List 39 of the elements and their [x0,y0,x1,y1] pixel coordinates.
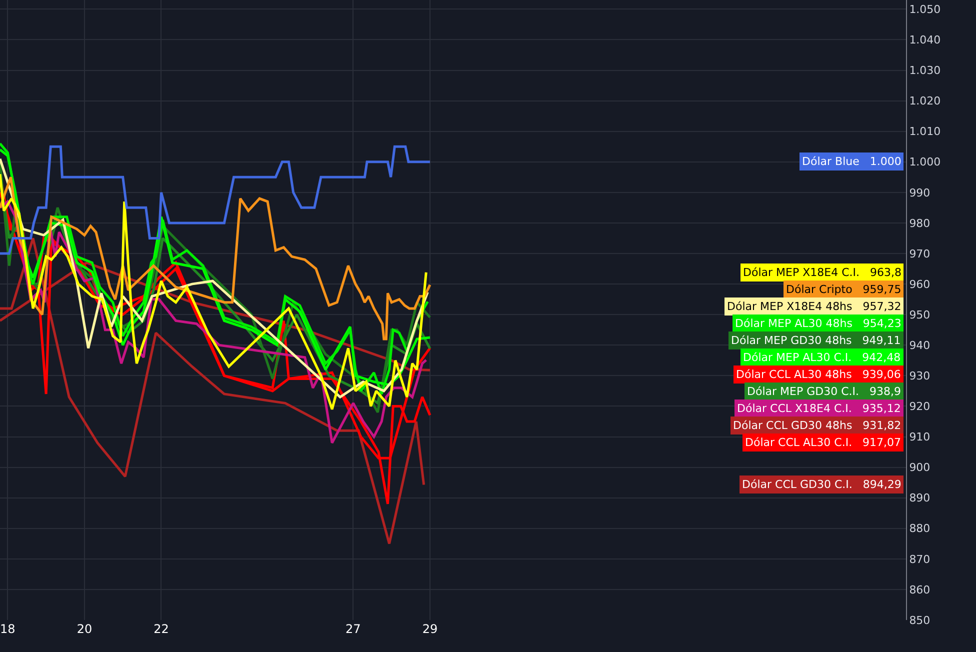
x-tick-label: 22 [154,622,169,636]
y-tick-label: 870 [909,552,930,566]
text: Dólar MEP AL30 C.I. 942,48 [743,351,901,364]
text: Dólar MEP GD30 48hs 949,11 [731,334,901,347]
text: Dólar CCL AL30 48hs 939,06 [736,368,901,381]
y-tick-label: 950 [909,308,930,322]
text: Dólar MEP X18E4 48hs 957,32 [727,300,902,313]
y-tick-label: 980 [909,216,930,230]
text: Dólar CCL GD30 48hs 931,82 [733,419,902,432]
y-tick-label: 880 [909,522,930,536]
y-tick-label: 1.040 [909,34,941,47]
text: Dólar CCL AL30 C.I. 917,07 [745,436,902,449]
y-tick-label: 940 [909,338,930,352]
y-tick-label: 1.050 [909,3,941,16]
text: Dólar Cripto 959,75 [786,283,902,296]
y-tick-label: 850 [909,614,930,627]
y-tick-label: 1.030 [909,64,941,78]
y-tick-label: 1.010 [909,125,941,138]
y-tick-label: 890 [909,492,930,505]
x-tick-label: 29 [422,622,438,636]
y-tick-label: 900 [909,461,930,474]
x-tick-label: 27 [346,622,361,636]
x-tick-label: 20 [76,622,92,636]
y-tick-label: 1.000 [909,156,941,169]
y-tick-label: 930 [909,370,930,383]
y-tick-label: 910 [909,430,930,444]
y-tick-label: 990 [909,186,930,200]
y-tick-label: 1.020 [909,94,941,108]
text: Dólar CCL X18E4 C.I. 935,12 [737,402,901,415]
y-tick-label: 860 [909,583,930,596]
text: Dólar MEP X18E4 C.I. 963,8 [743,266,902,279]
text: Dólar CCL GD30 C.I. 894,29 [742,478,902,491]
text: Dólar MEP GD30 C.I. 938,9 [747,385,901,398]
text: Dólar Blue 1.000 [802,155,902,168]
text: Dólar MEP AL30 48hs 954,23 [735,317,902,330]
y-tick-label: 920 [909,400,930,414]
y-tick-label: 970 [909,247,930,260]
x-tick-label: 18 [0,622,16,636]
y-tick-label: 960 [909,278,930,291]
